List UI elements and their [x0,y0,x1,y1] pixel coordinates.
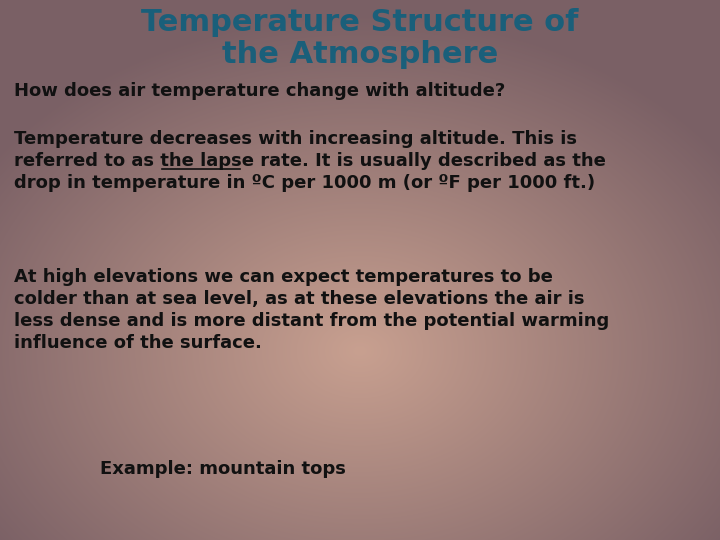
Text: colder than at sea level, as at these elevations the air is: colder than at sea level, as at these el… [14,290,585,308]
Text: referred to as the lapse rate. It is usually described as the: referred to as the lapse rate. It is usu… [14,152,606,170]
Text: Temperature decreases with increasing altitude. This is: Temperature decreases with increasing al… [14,130,577,148]
Text: At high elevations we can expect temperatures to be: At high elevations we can expect tempera… [14,268,553,286]
Text: less dense and is more distant from the potential warming: less dense and is more distant from the … [14,312,609,330]
Text: influence of the surface.: influence of the surface. [14,334,262,352]
Text: drop in temperature in ºC per 1000 m (or ºF per 1000 ft.): drop in temperature in ºC per 1000 m (or… [14,174,595,192]
Text: the Atmosphere: the Atmosphere [222,40,498,69]
Text: How does air temperature change with altitude?: How does air temperature change with alt… [14,82,505,100]
Text: Example: mountain tops: Example: mountain tops [100,460,346,478]
Text: Temperature Structure of: Temperature Structure of [141,8,579,37]
